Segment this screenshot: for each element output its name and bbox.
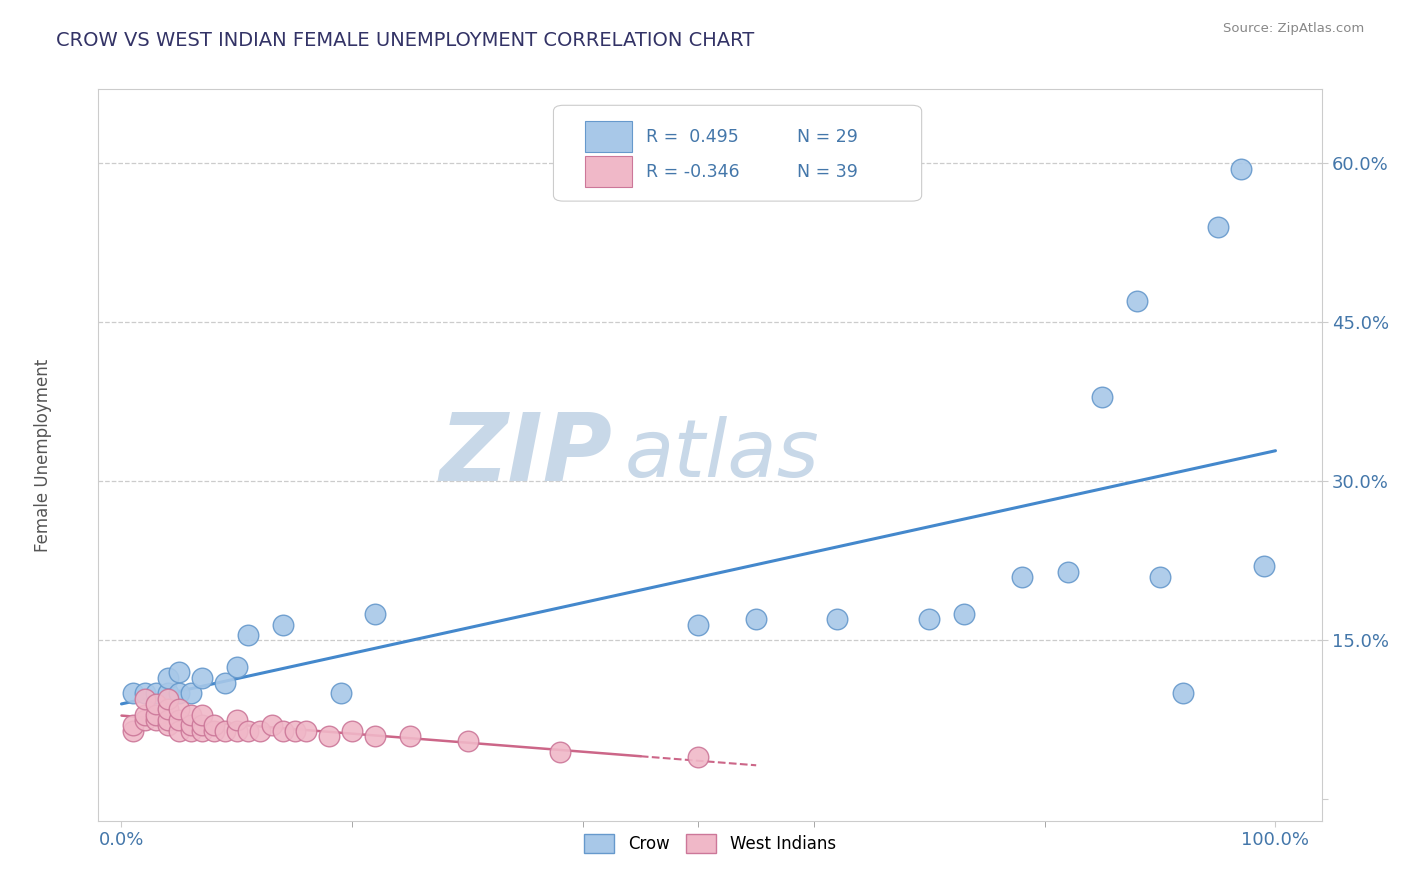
Point bbox=[364, 729, 387, 743]
Point bbox=[191, 723, 214, 738]
Point bbox=[295, 723, 318, 738]
Text: R = -0.346: R = -0.346 bbox=[647, 163, 740, 181]
FancyBboxPatch shape bbox=[554, 105, 922, 201]
Point bbox=[202, 718, 225, 732]
Point bbox=[225, 723, 247, 738]
Point bbox=[364, 607, 387, 621]
Point bbox=[1253, 559, 1275, 574]
Point bbox=[134, 707, 156, 722]
Point bbox=[1126, 294, 1149, 309]
FancyBboxPatch shape bbox=[585, 121, 631, 153]
Point bbox=[180, 686, 202, 700]
Point bbox=[156, 671, 179, 685]
Point bbox=[134, 686, 156, 700]
Point bbox=[156, 702, 179, 716]
Point bbox=[1206, 219, 1229, 234]
Text: N = 29: N = 29 bbox=[797, 128, 858, 145]
Point bbox=[145, 697, 167, 711]
Point bbox=[156, 691, 179, 706]
Point bbox=[156, 713, 179, 727]
Point bbox=[1011, 570, 1033, 584]
Point bbox=[167, 702, 190, 716]
Point bbox=[180, 723, 202, 738]
Point bbox=[191, 707, 214, 722]
Point bbox=[688, 750, 710, 764]
Text: CROW VS WEST INDIAN FEMALE UNEMPLOYMENT CORRELATION CHART: CROW VS WEST INDIAN FEMALE UNEMPLOYMENT … bbox=[56, 31, 755, 50]
Point bbox=[214, 723, 236, 738]
Point bbox=[1149, 570, 1171, 584]
Point bbox=[238, 723, 260, 738]
Point bbox=[180, 718, 202, 732]
Point bbox=[249, 723, 271, 738]
Point bbox=[122, 723, 145, 738]
Point bbox=[284, 723, 307, 738]
Point bbox=[145, 713, 167, 727]
FancyBboxPatch shape bbox=[585, 156, 631, 187]
Point bbox=[457, 734, 479, 748]
Point bbox=[156, 718, 179, 732]
Point bbox=[167, 713, 190, 727]
Point bbox=[191, 718, 214, 732]
Point bbox=[225, 713, 247, 727]
Point bbox=[122, 686, 145, 700]
Text: N = 39: N = 39 bbox=[797, 163, 858, 181]
Point bbox=[825, 612, 848, 626]
Point bbox=[1091, 390, 1114, 404]
Point bbox=[145, 707, 167, 722]
Point bbox=[329, 686, 352, 700]
Text: ZIP: ZIP bbox=[439, 409, 612, 501]
Point bbox=[122, 718, 145, 732]
Point bbox=[145, 686, 167, 700]
Point bbox=[318, 729, 340, 743]
Point bbox=[156, 686, 179, 700]
Point bbox=[271, 617, 294, 632]
Point bbox=[214, 676, 236, 690]
Point bbox=[167, 665, 190, 680]
Point bbox=[167, 723, 190, 738]
Point bbox=[1230, 161, 1253, 176]
Point bbox=[342, 723, 364, 738]
Point bbox=[260, 718, 283, 732]
Text: atlas: atlas bbox=[624, 416, 820, 494]
Point bbox=[225, 660, 247, 674]
Point bbox=[238, 628, 260, 642]
Point bbox=[918, 612, 941, 626]
Point bbox=[134, 713, 156, 727]
Text: Female Unemployment: Female Unemployment bbox=[34, 359, 52, 551]
Point bbox=[180, 707, 202, 722]
Point bbox=[953, 607, 976, 621]
Text: Source: ZipAtlas.com: Source: ZipAtlas.com bbox=[1223, 22, 1364, 36]
Point bbox=[191, 671, 214, 685]
Point bbox=[1056, 565, 1078, 579]
Text: R =  0.495: R = 0.495 bbox=[647, 128, 740, 145]
Point bbox=[202, 723, 225, 738]
Point bbox=[1173, 686, 1195, 700]
Point bbox=[167, 686, 190, 700]
Point bbox=[271, 723, 294, 738]
Point bbox=[745, 612, 768, 626]
Point bbox=[399, 729, 422, 743]
Point bbox=[134, 691, 156, 706]
Legend: Crow, West Indians: Crow, West Indians bbox=[578, 827, 842, 860]
Point bbox=[548, 745, 571, 759]
Point bbox=[688, 617, 710, 632]
